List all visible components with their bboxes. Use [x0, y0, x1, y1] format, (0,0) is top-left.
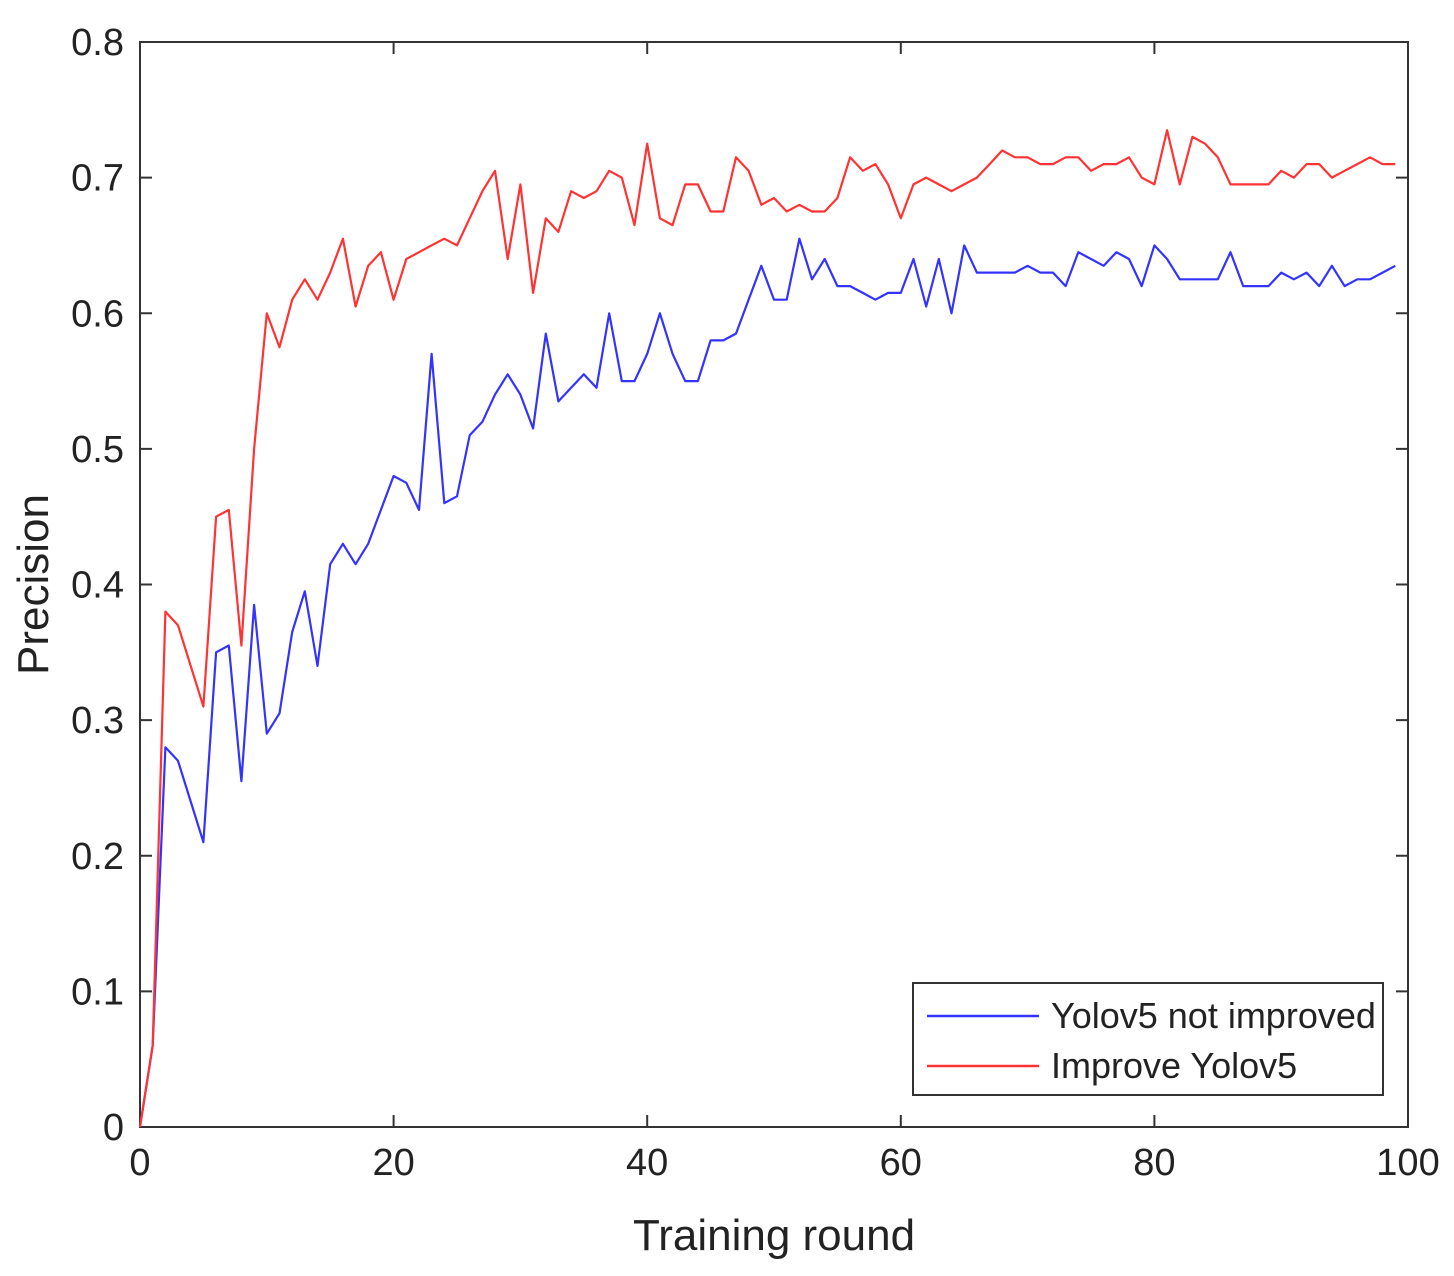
x-tick-label: 100	[1376, 1142, 1439, 1184]
y-tick-label: 0.4	[71, 565, 124, 607]
y-tick-label: 0.8	[71, 22, 124, 64]
series-group	[138, 129, 1396, 1128]
y-tick-label: 0.1	[71, 971, 124, 1013]
axis-ticks	[139, 41, 1409, 1128]
x-tick-labels: 0 20 40 60 80 100	[129, 1142, 1439, 1184]
series-line-yolov5-not-improved	[138, 237, 1396, 1128]
y-tick-label: 0.5	[71, 429, 124, 471]
plot-area	[138, 41, 1409, 1128]
x-axis-title: Training round	[633, 1211, 915, 1260]
x-tick-label: 60	[880, 1142, 922, 1184]
plot-frame	[139, 41, 1409, 1128]
x-tick-label: 80	[1133, 1142, 1175, 1184]
y-tick-label: 0.3	[71, 700, 124, 742]
y-axis-title: Precision	[9, 494, 58, 675]
legend: Yolov5 not improved Improve Yolov5	[912, 982, 1384, 1096]
y-tick-label: 0.7	[71, 158, 124, 200]
legend-box	[912, 982, 1384, 1096]
y-tick-labels: 0 0.1 0.2 0.3 0.4 0.5 0.6 0.7 0.8	[71, 22, 124, 1149]
legend-label-improve-yolov5: Improve Yolov5	[1051, 1045, 1297, 1086]
x-tick-label: 40	[626, 1142, 668, 1184]
x-tick-label: 20	[372, 1142, 414, 1184]
x-tick-label: 0	[129, 1142, 150, 1184]
series-line-improve-yolov5	[138, 129, 1396, 1128]
y-tick-label: 0.6	[71, 293, 124, 335]
y-tick-label: 0.2	[71, 836, 124, 878]
legend-label-yolov5-not-improved: Yolov5 not improved	[1051, 995, 1376, 1036]
y-tick-label: 0	[103, 1107, 124, 1149]
